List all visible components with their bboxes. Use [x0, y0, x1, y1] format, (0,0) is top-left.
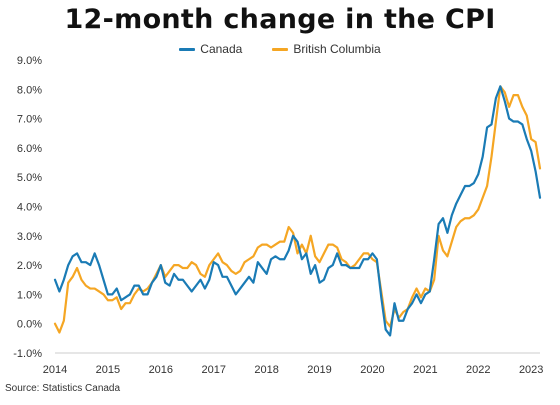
- legend: Canada British Columbia: [0, 42, 560, 56]
- legend-label-canada: Canada: [200, 42, 243, 56]
- legend-label-british-columbia: British Columbia: [293, 42, 381, 56]
- legend-swatch-canada: [179, 47, 196, 51]
- y-tick-label: 5.0%: [17, 172, 42, 184]
- x-tick-label: 2017: [201, 364, 225, 376]
- legend-item-british-columbia: British Columbia: [272, 42, 381, 56]
- x-tick-label: 2023: [519, 364, 543, 376]
- x-tick-label: 2020: [360, 364, 384, 376]
- x-axis: 2014 2015 2016 2017 2018 2019 2020 2021 2022 2023: [43, 352, 543, 376]
- x-tick-label: 2021: [413, 364, 437, 376]
- x-tick-label: 2014: [43, 364, 67, 376]
- y-tick-label: 0.0%: [17, 319, 42, 331]
- series-line-british-columbia: [53, 85, 542, 334]
- y-tick-label: 6.0%: [17, 143, 42, 155]
- y-axis: -1.0% 0.0% 1.0% 2.0% 3.0% 4.0% 5.0% 6.0% 7.0% 8.0…: [13, 55, 42, 360]
- x-tick-label: 2016: [149, 364, 173, 376]
- legend-swatch-british-columbia: [272, 47, 289, 51]
- y-tick-label: 7.0%: [17, 114, 42, 126]
- series-line-canada: [53, 85, 542, 337]
- y-tick-label: -1.0%: [13, 348, 42, 360]
- legend-item-canada: Canada: [179, 42, 242, 56]
- x-tick-label: 2019: [307, 364, 331, 376]
- chart-title: 12-month change in the CPI: [64, 4, 496, 35]
- x-tick-label: 2018: [254, 364, 278, 376]
- x-tick-label: 2022: [466, 364, 490, 376]
- y-tick-label: 3.0%: [17, 231, 42, 243]
- source-note: Source: Statistics Canada: [5, 383, 121, 394]
- y-tick-label: 8.0%: [17, 84, 42, 96]
- y-tick-label: 1.0%: [17, 289, 42, 301]
- y-tick-label: 4.0%: [17, 202, 42, 214]
- y-tick-label: 2.0%: [17, 260, 42, 272]
- y-tick-label: 9.0%: [17, 55, 42, 67]
- series-lines: [53, 85, 542, 337]
- x-tick-label: 2015: [96, 364, 120, 376]
